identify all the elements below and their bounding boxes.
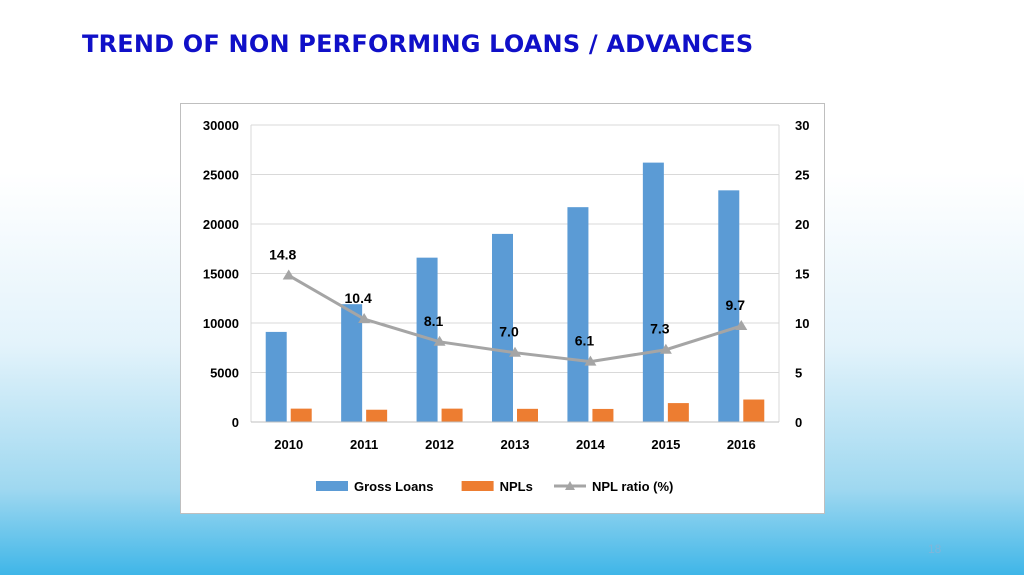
gross-loans-bar <box>416 257 438 422</box>
npl-ratio-label: 7.0 <box>499 324 519 340</box>
npl-bar <box>667 403 689 422</box>
npl-bar <box>592 408 614 422</box>
x-tick-label: 2016 <box>727 437 756 452</box>
gross-loans-bar <box>341 304 363 422</box>
npl-ratio-marker <box>509 346 521 357</box>
x-tick-label: 2014 <box>576 437 606 452</box>
legend-swatch <box>316 481 348 491</box>
legend-marker <box>565 481 575 490</box>
x-tick-label: 2011 <box>350 437 378 452</box>
npl-ratio-marker <box>735 319 748 330</box>
page-number: 18 <box>928 542 942 556</box>
npl-bar <box>290 408 312 422</box>
y-tick-label: 20000 <box>203 217 239 232</box>
y2-tick-label: 20 <box>795 217 809 232</box>
y-tick-label: 15000 <box>203 267 239 282</box>
y-tick-label: 0 <box>232 415 239 430</box>
y-tick-label: 10000 <box>203 316 239 331</box>
gridlines <box>251 124 779 423</box>
chart-frame: 14.8 10.4 8.1 7.0 6.1 7.3 9.7 0 5000 10000 15000 2… <box>180 103 825 514</box>
npl-ratio-marker <box>584 355 597 366</box>
y2-tick-label: 0 <box>795 415 802 430</box>
x-tick-label: 2010 <box>274 437 303 452</box>
gross-loans-bar <box>718 190 740 422</box>
y2-tick-label: 25 <box>795 168 809 183</box>
axes: 0 5000 10000 15000 20000 25000 30000 0 5 10 15 20 25… <box>203 118 810 452</box>
ratio-line: 14.8 10.4 8.1 7.0 6.1 7.3 9.7 <box>269 246 748 366</box>
gross-loans-bar <box>642 162 664 422</box>
y-tick-label: 30000 <box>203 118 239 133</box>
npl-ratio-label: 10.4 <box>345 290 372 306</box>
npl-ratio-marker <box>433 335 446 346</box>
legend-swatch <box>461 481 494 491</box>
npl-trend-chart: 14.8 10.4 8.1 7.0 6.1 7.3 9.7 0 5000 10000 15000 2… <box>203 118 810 494</box>
gross-loans-bar <box>567 207 589 422</box>
y-tick-label: 5000 <box>210 366 239 381</box>
y-tick-label: 25000 <box>203 168 239 183</box>
npl-ratio-label: 14.8 <box>269 246 296 262</box>
y2-tick-label: 10 <box>795 316 809 331</box>
npl-ratio-label: 6.1 <box>575 333 595 349</box>
y2-tick-label: 5 <box>795 366 802 381</box>
gross-loans-bar <box>265 331 287 422</box>
npl-ratio-label: 7.3 <box>650 321 670 337</box>
npl-bar <box>366 409 388 422</box>
y2-tick-label: 15 <box>795 267 809 282</box>
legend-label: Gross Loans <box>354 479 433 494</box>
legend-label: NPL ratio (%) <box>592 479 673 494</box>
legend: Gross Loans NPLs NPL ratio (%) <box>316 479 673 494</box>
x-tick-label: 2013 <box>501 437 530 452</box>
gross-loans-bar <box>492 233 513 422</box>
npl-ratio-marker <box>282 269 295 280</box>
npl-ratio-marker <box>659 343 672 354</box>
npl-bar <box>743 399 765 422</box>
slide-title: TREND OF NON PERFORMING LOANS / ADVANCES <box>82 30 754 58</box>
npl-bar <box>441 408 463 422</box>
npl-ratio-label: 8.1 <box>424 313 444 329</box>
x-tick-label: 2012 <box>425 437 454 452</box>
x-tick-label: 2015 <box>651 437 680 452</box>
npl-ratio-marker <box>358 313 371 324</box>
legend-label: NPLs <box>500 479 533 494</box>
y2-tick-label: 30 <box>795 118 809 133</box>
npl-bar <box>517 408 538 422</box>
bars <box>265 162 765 422</box>
npl-ratio-label: 9.7 <box>726 297 746 313</box>
